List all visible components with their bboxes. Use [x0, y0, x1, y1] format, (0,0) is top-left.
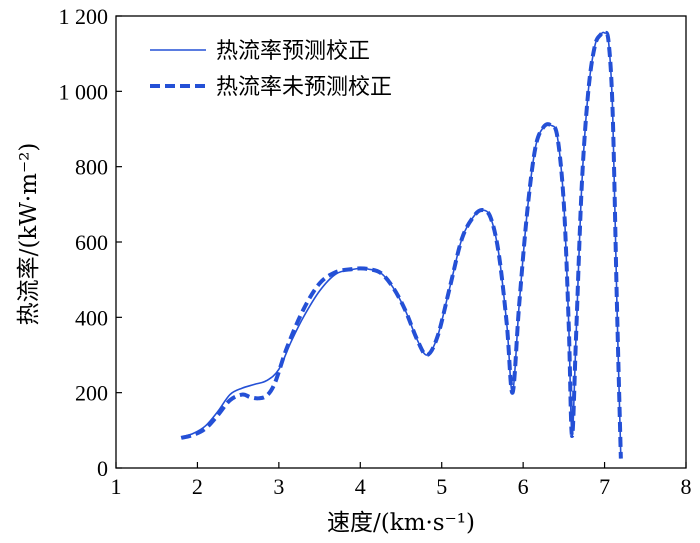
x-tick-label: 7: [599, 474, 610, 499]
series-layer: [180, 30, 623, 459]
x-axis-title: 速度/(km·s⁻¹): [327, 510, 475, 536]
legend-label-uncorrected: 热流率未预测校正: [216, 75, 392, 100]
y-tick-label: 200: [75, 381, 108, 406]
y-tick-label: 1 000: [59, 79, 109, 104]
x-tick-label: 2: [192, 474, 203, 499]
legend: 热流率预测校正 热流率未预测校正: [150, 39, 392, 100]
y-tick-label: 0: [97, 456, 108, 481]
plot-area: 1 2 3 4 5 6 7 8 0 200 400 600 800 1 000 1 200: [59, 4, 692, 499]
x-tick-label: 3: [273, 474, 284, 499]
y-tick-label: 1 200: [59, 4, 109, 29]
y-axis-title: 热流率/(kW·m⁻²): [16, 143, 42, 326]
x-tick-label: 6: [518, 474, 529, 499]
x-tick-label: 4: [355, 474, 366, 499]
ticks-layer: 1 2 3 4 5 6 7 8 0 200 400 600 800 1 000 1 200: [59, 4, 692, 499]
series-line-predicted: [180, 31, 622, 459]
x-tick-label: 1: [111, 474, 122, 499]
plot-frame: [115, 15, 687, 469]
y-tick-label: 400: [75, 305, 108, 330]
legend-label-predicted: 热流率预测校正: [216, 39, 370, 64]
y-tick-label: 800: [75, 155, 108, 180]
x-tick-label: 8: [681, 474, 692, 499]
y-tick-label: 600: [75, 230, 108, 255]
x-tick-label: 5: [436, 474, 447, 499]
